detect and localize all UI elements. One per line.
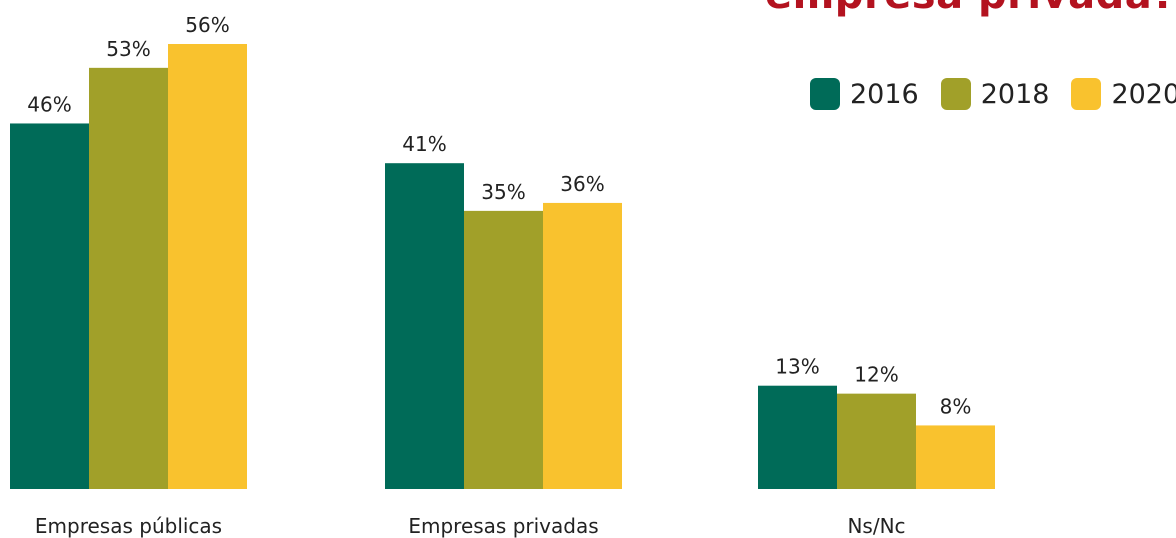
category-label-0: Empresas públicas (35, 514, 222, 538)
data-label-2020-0: 56% (185, 13, 229, 37)
data-label-2020-1: 36% (560, 172, 604, 196)
legend-item-2018: 2018 (940, 78, 1050, 110)
bar-2016-1 (385, 163, 464, 490)
bar-2016-0 (10, 123, 89, 489)
legend-label-2020: 2020 (1111, 78, 1176, 110)
data-label-2016-1: 41% (402, 132, 446, 156)
data-label-2018-1: 35% (481, 180, 525, 204)
legend-item-2016: 2016 (810, 78, 919, 110)
bar-2016-2 (758, 385, 837, 489)
legend-swatch-2018 (940, 78, 971, 110)
chart-title: empresa privada? (765, 0, 1176, 18)
category-label-2: Ns/Nc (847, 514, 905, 538)
legend-label-2018: 2018 (980, 78, 1050, 110)
legend-label-2016: 2016 (850, 78, 919, 110)
legend-item-2020: 2020 (1071, 78, 1176, 110)
data-label-2016-0: 46% (27, 92, 71, 116)
bar-2018-0 (89, 67, 168, 489)
legend-swatch-2020 (1071, 78, 1102, 110)
data-label-2018-2: 12% (854, 363, 898, 387)
bar-2020-1 (543, 202, 622, 489)
bar-2018-2 (837, 393, 916, 489)
category-label-1: Empresas privadas (408, 514, 598, 538)
chart-legend: 2016 2018 2020 (810, 78, 1176, 110)
legend-swatch-2016 (810, 78, 840, 110)
data-label-2020-2: 8% (940, 394, 972, 418)
bar-2020-0 (168, 44, 247, 489)
bar-2018-1 (464, 210, 543, 489)
data-label-2018-0: 53% (106, 37, 150, 61)
bar-2020-2 (916, 425, 995, 489)
data-label-2016-2: 13% (775, 355, 819, 379)
